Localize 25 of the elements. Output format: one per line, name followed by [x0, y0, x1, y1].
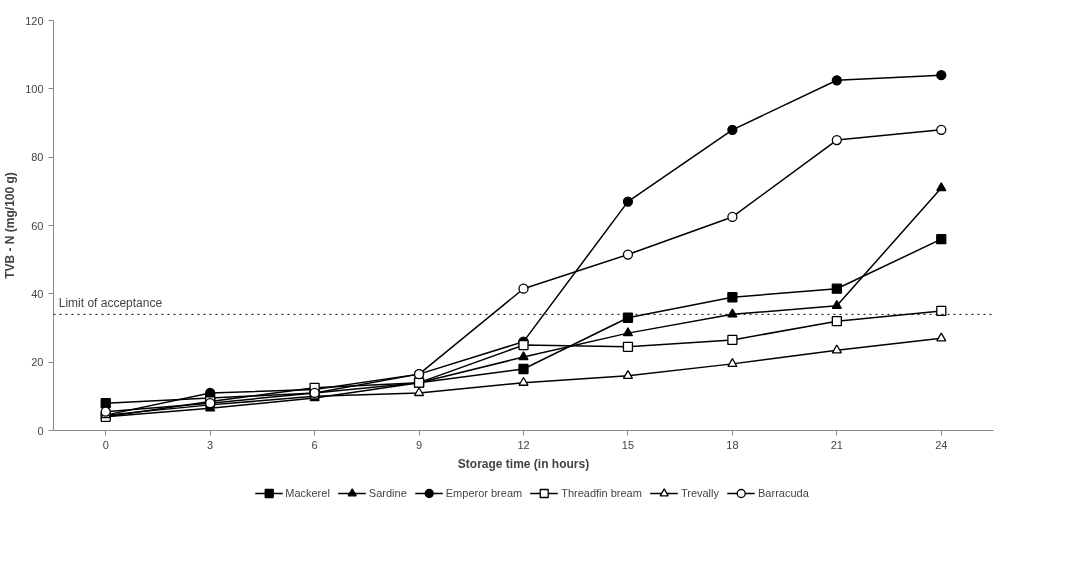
y-tick-label: 80 [31, 151, 44, 164]
y-axis-title: TVB - N (mg/100 g) [3, 172, 18, 279]
y-tick-label: 100 [25, 82, 44, 95]
y-tick-label: 40 [31, 287, 44, 300]
x-tick-label: 24 [935, 438, 948, 451]
y-tick-label: 60 [31, 219, 44, 232]
legend-label: Barracuda [758, 487, 809, 499]
x-tick-label: 3 [207, 438, 214, 451]
x-tick-label: 21 [830, 438, 843, 451]
x-tick-label: 18 [726, 438, 739, 451]
y-tick-label: 20 [31, 356, 44, 369]
legend-label: Mackerel [285, 487, 330, 499]
y-tick-label: 120 [25, 14, 44, 27]
ref-line-label: Limit of acceptance [58, 296, 163, 311]
y-tick-label: 0 [37, 424, 44, 437]
legend-label: Threadfin bream [561, 487, 642, 499]
x-tick-label: 12 [517, 438, 530, 451]
legend-label: Emperor bream [445, 487, 523, 499]
x-tick-label: 15 [621, 438, 635, 451]
x-tick-label: 9 [416, 438, 423, 451]
legend-label: Sardine [368, 487, 407, 499]
legend-label: Trevally [680, 487, 720, 499]
x-tick-label: 6 [311, 438, 318, 451]
x-axis-title: Storage time (in hours) [457, 456, 590, 471]
x-tick-label: 0 [102, 438, 109, 451]
